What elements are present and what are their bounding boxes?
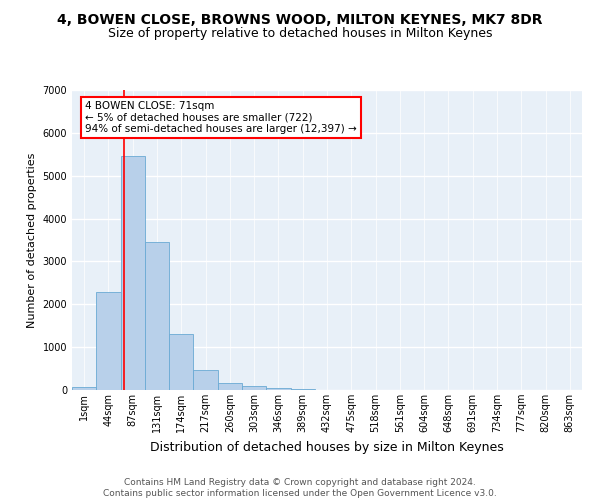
Bar: [290, 388, 315, 390]
Bar: [218, 383, 242, 390]
Text: 4, BOWEN CLOSE, BROWNS WOOD, MILTON KEYNES, MK7 8DR: 4, BOWEN CLOSE, BROWNS WOOD, MILTON KEYN…: [57, 12, 543, 26]
Y-axis label: Number of detached properties: Number of detached properties: [27, 152, 37, 328]
Bar: [145, 242, 169, 390]
Text: 4 BOWEN CLOSE: 71sqm
← 5% of detached houses are smaller (722)
94% of semi-detac: 4 BOWEN CLOSE: 71sqm ← 5% of detached ho…: [85, 100, 357, 134]
Bar: [121, 156, 145, 390]
X-axis label: Distribution of detached houses by size in Milton Keynes: Distribution of detached houses by size …: [150, 440, 504, 454]
Bar: [193, 370, 218, 390]
Bar: [169, 334, 193, 390]
Bar: [72, 386, 96, 390]
Bar: [242, 386, 266, 390]
Bar: [266, 388, 290, 390]
Text: Contains HM Land Registry data © Crown copyright and database right 2024.
Contai: Contains HM Land Registry data © Crown c…: [103, 478, 497, 498]
Bar: [96, 292, 121, 390]
Text: Size of property relative to detached houses in Milton Keynes: Size of property relative to detached ho…: [108, 28, 492, 40]
